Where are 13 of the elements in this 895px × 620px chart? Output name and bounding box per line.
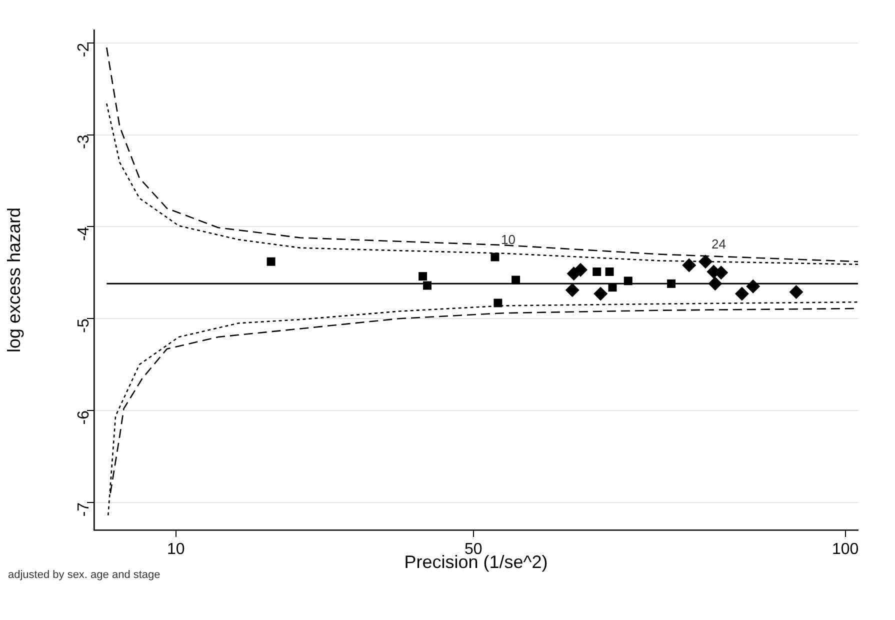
y-tick-label: -6 bbox=[75, 410, 92, 425]
y-tick-label: -7 bbox=[75, 502, 92, 517]
annotation: 24 bbox=[712, 236, 726, 252]
x-tick-label: 100 bbox=[832, 541, 859, 558]
text: adjusted by sex. age and stage bbox=[8, 569, 160, 581]
x-tick-label: 10 bbox=[166, 541, 185, 558]
y-tick-label: -2 bbox=[75, 42, 92, 58]
y-tick-label: -4 bbox=[75, 226, 92, 241]
x-tick-label: 50 bbox=[464, 541, 482, 558]
y-tick-label: -3 bbox=[75, 134, 92, 150]
y-tick-label: -5 bbox=[75, 318, 92, 333]
y-axis-title: log excess hazard bbox=[4, 207, 24, 353]
annotation: 10 bbox=[500, 232, 516, 248]
